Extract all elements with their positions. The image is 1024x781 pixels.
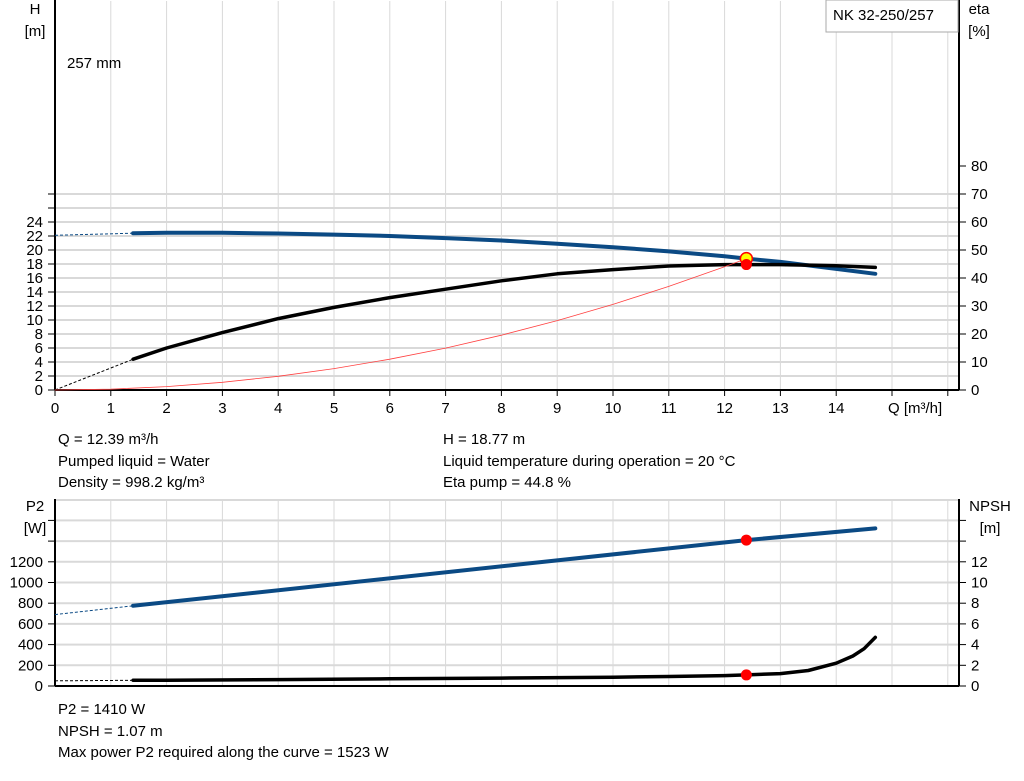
impeller-diameter-label: 257 mm	[67, 55, 121, 72]
top-y2-label-unit: [%]	[968, 23, 990, 40]
bottom-y2-tick-label: 4	[971, 637, 979, 654]
duty-point-P2	[740, 534, 752, 546]
top-y-tick-label: 24	[26, 214, 43, 231]
bottom-y-tick-label: 400	[18, 637, 43, 654]
x-tick-label: 9	[553, 400, 561, 417]
series-H-line	[131, 230, 878, 276]
eta-readout: Eta pump = 44.8 %	[443, 474, 571, 491]
series-eta-extrapolation	[54, 358, 134, 391]
top-y2-tick-label: 20	[971, 326, 988, 343]
series-P2-extrapolation	[54, 605, 134, 616]
top-y-tick-label: 22	[26, 228, 43, 245]
top-y2-tick-label: 70	[971, 186, 988, 203]
bottom-y-tick-label: 0	[35, 678, 43, 695]
top-y-label-name: H	[30, 1, 41, 18]
x-axis-label: Q [m³/h]	[888, 400, 942, 417]
bottom-y-tick-label: 200	[18, 657, 43, 674]
info-top-left: Q = 12.39 m³/h Pumped liquid = Water Den…	[58, 429, 210, 494]
top-y-tick-label: 6	[35, 340, 43, 357]
bottom-y-tick-label: 600	[18, 616, 43, 633]
legend-label: NK 32-250/257	[833, 7, 934, 24]
npsh-readout: NPSH = 1.07 m	[58, 722, 163, 740]
x-tick-label: 14	[828, 400, 845, 417]
top-y2-tick-label: 10	[971, 354, 988, 371]
info-bottom: P2 = 1410 W NPSH = 1.07 m Max power P2 r…	[58, 699, 389, 764]
bottom-y-tick-label: 800	[18, 595, 43, 612]
density-readout: Density = 998.2 kg/m³	[58, 474, 205, 491]
series-H-extrapolation	[54, 232, 134, 236]
x-tick-label: 4	[274, 400, 282, 417]
x-tick-label: 3	[218, 400, 226, 417]
top-y2-label-name: eta	[969, 1, 991, 18]
bottom-y-tick-label: 1200	[10, 554, 43, 571]
x-tick-label: 2	[162, 400, 170, 417]
top-y-tick-label: 20	[26, 242, 43, 259]
temperature-readout: Liquid temperature during operation = 20…	[443, 452, 736, 470]
x-tick-label: 5	[330, 400, 338, 417]
bottom-y2-tick-label: 8	[971, 595, 979, 612]
x-tick-label: 1	[107, 400, 115, 417]
bottom-y-label-unit: [W]	[24, 520, 47, 537]
x-tick-label: 13	[772, 400, 789, 417]
x-tick-label: 8	[497, 400, 505, 417]
top-y2-tick-label: 30	[971, 298, 988, 315]
series-P2-line	[131, 526, 878, 608]
head-readout: H = 18.77 m	[443, 431, 526, 448]
bottom-y2-tick-label: 10	[971, 575, 988, 592]
bottom-y-label-name: P2	[26, 498, 44, 515]
x-tick-label: 7	[441, 400, 449, 417]
top-y2-tick-label: 60	[971, 214, 988, 231]
series-NPSH-extrapolation	[54, 679, 134, 682]
x-tick-label: 11	[661, 400, 677, 417]
top-y-tick-label: 14	[26, 284, 43, 301]
bottom-y2-label-unit: [m]	[980, 520, 1001, 537]
series-system-line	[54, 258, 747, 391]
top-y-tick-label: 16	[26, 270, 43, 287]
bottom-y-tick-label: 1000	[10, 575, 43, 592]
duty-point-NPSH	[740, 669, 752, 681]
max-power-readout: Max power P2 required along the curve = …	[58, 744, 389, 761]
legend-box	[825, 0, 959, 33]
top-y2-tick-label: 50	[971, 242, 988, 259]
bottom-y2-tick-label: 2	[971, 657, 979, 674]
top-y-tick-label: 8	[35, 326, 43, 343]
top-y2-tick-label: 40	[971, 270, 988, 287]
flow-readout: Q = 12.39 m³/h	[58, 431, 159, 448]
bottom-y2-tick-label: 6	[971, 616, 979, 633]
p2-readout: P2 = 1410 W	[58, 701, 146, 718]
series-eta-line	[131, 262, 878, 361]
top-y-tick-label: 10	[26, 312, 43, 329]
x-tick-label: 10	[605, 400, 622, 417]
x-tick-label: 6	[386, 400, 394, 417]
liquid-readout: Pumped liquid = Water	[58, 452, 210, 470]
top-y-tick-label: 0	[35, 382, 43, 399]
top-y-label-unit: [m]	[25, 23, 46, 40]
bottom-y2-label-name: NPSH	[969, 498, 1011, 515]
top-y-tick-label: 18	[26, 256, 43, 273]
bottom-y2-tick-label: 0	[971, 678, 979, 695]
x-tick-label: 12	[716, 400, 733, 417]
top-y-tick-label: 12	[26, 298, 43, 315]
top-y2-tick-label: 0	[971, 382, 979, 399]
x-tick-label: 0	[51, 400, 59, 417]
info-top-right: H = 18.77 m Liquid temperature during op…	[443, 429, 735, 494]
series-NPSH-line	[131, 635, 878, 683]
top-y2-tick-label: 80	[971, 158, 988, 175]
bottom-y2-tick-label: 12	[971, 554, 988, 571]
duty-point-eta	[740, 259, 752, 271]
top-y-tick-label: 4	[35, 354, 43, 371]
top-y-tick-label: 2	[35, 368, 43, 385]
